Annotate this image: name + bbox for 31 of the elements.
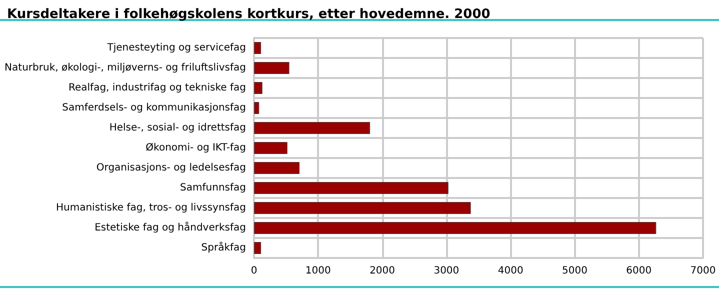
x-tick-label: 3000 [434,266,460,276]
bar [254,102,260,114]
x-tick-label: 4000 [498,266,524,276]
x-tick-label: 7000 [690,266,716,276]
y-tick-label: Organisasjons- og ledelsesfag [96,162,246,174]
x-tick-label: 6000 [626,266,652,276]
bar [254,142,288,154]
y-tick-label: Estetiske fag og håndverksfag [94,222,246,234]
y-tick-label: Humanistiske fag, tros- og livssynsfag [56,202,246,214]
y-tick-label: Språkfag [201,242,246,254]
bar [254,182,448,194]
bar [254,242,262,254]
bar [254,222,656,234]
bar [254,122,370,134]
y-tick-label: Økonomi- og IKT-fag [146,142,246,154]
bar [254,42,262,54]
y-tick-label: Samfunnsfag [180,182,246,194]
x-tick-label: 2000 [370,266,396,276]
x-tick-label: 5000 [562,266,588,276]
y-tick-label: Helse-, sosial- og idrettsfag [109,122,246,134]
bar [254,62,290,74]
bar [254,82,262,94]
y-tick-label: Samferdsels- og kommunikasjonsfag [62,102,246,114]
x-tick-label: 0 [250,266,258,276]
y-tick-label: Realfag, industrifag og tekniske fag [68,82,246,94]
bar [254,202,471,214]
x-tick-label: 1000 [305,266,331,276]
bar [254,162,300,174]
y-tick-label: Tjenesteyting og servicefag [106,42,246,54]
chart-title: Kursdeltakere i folkehøgskolens kortkurs, etter hovedemne. 2000 [7,7,490,22]
y-tick-label: Naturbruk, økologi-, miljøverns- og friluftslivsfag [4,62,246,74]
